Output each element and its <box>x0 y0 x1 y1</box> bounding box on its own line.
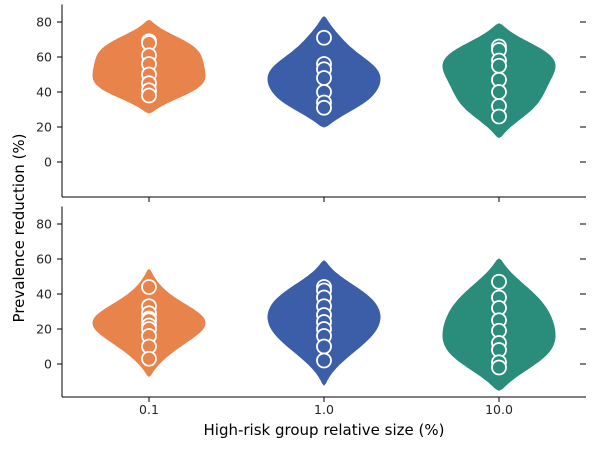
y-tick-label: 0 <box>44 357 52 372</box>
data-point <box>316 352 332 369</box>
data-point <box>316 70 332 86</box>
x-axis: 0.1 1.0 10.0 High-risk group relative si… <box>139 402 513 439</box>
x-tick-label: 0.1 <box>139 402 159 417</box>
panel-bottom: 0 20 40 60 80 <box>36 206 586 402</box>
data-point <box>316 338 332 355</box>
data-point <box>141 87 157 104</box>
data-point <box>491 108 507 125</box>
y-tick-label: 40 <box>36 85 52 100</box>
y-tick-label: 20 <box>36 120 52 135</box>
y-tick-label: 20 <box>36 322 52 337</box>
y-tick-label: 60 <box>36 252 52 267</box>
data-point <box>141 279 157 295</box>
y-tick-label: 40 <box>36 287 52 302</box>
data-point <box>491 84 507 100</box>
data-point <box>491 359 507 376</box>
y-tick-label: 60 <box>36 50 52 65</box>
data-point <box>491 273 507 290</box>
y-axis-label: Prevalence reduction (%) <box>10 134 28 323</box>
y-tick-label: 80 <box>36 15 52 30</box>
data-point <box>316 29 332 46</box>
y-tick-label: 0 <box>44 155 52 170</box>
panel-top: 0 20 40 60 80 <box>36 4 586 202</box>
data-point <box>141 350 157 367</box>
data-point <box>316 99 332 116</box>
x-tick-label: 10.0 <box>485 402 513 417</box>
x-axis-label: High-risk group relative size (%) <box>204 421 445 439</box>
y-tick-label: 80 <box>36 217 52 232</box>
x-tick-label: 1.0 <box>314 402 334 417</box>
data-point <box>491 57 507 74</box>
